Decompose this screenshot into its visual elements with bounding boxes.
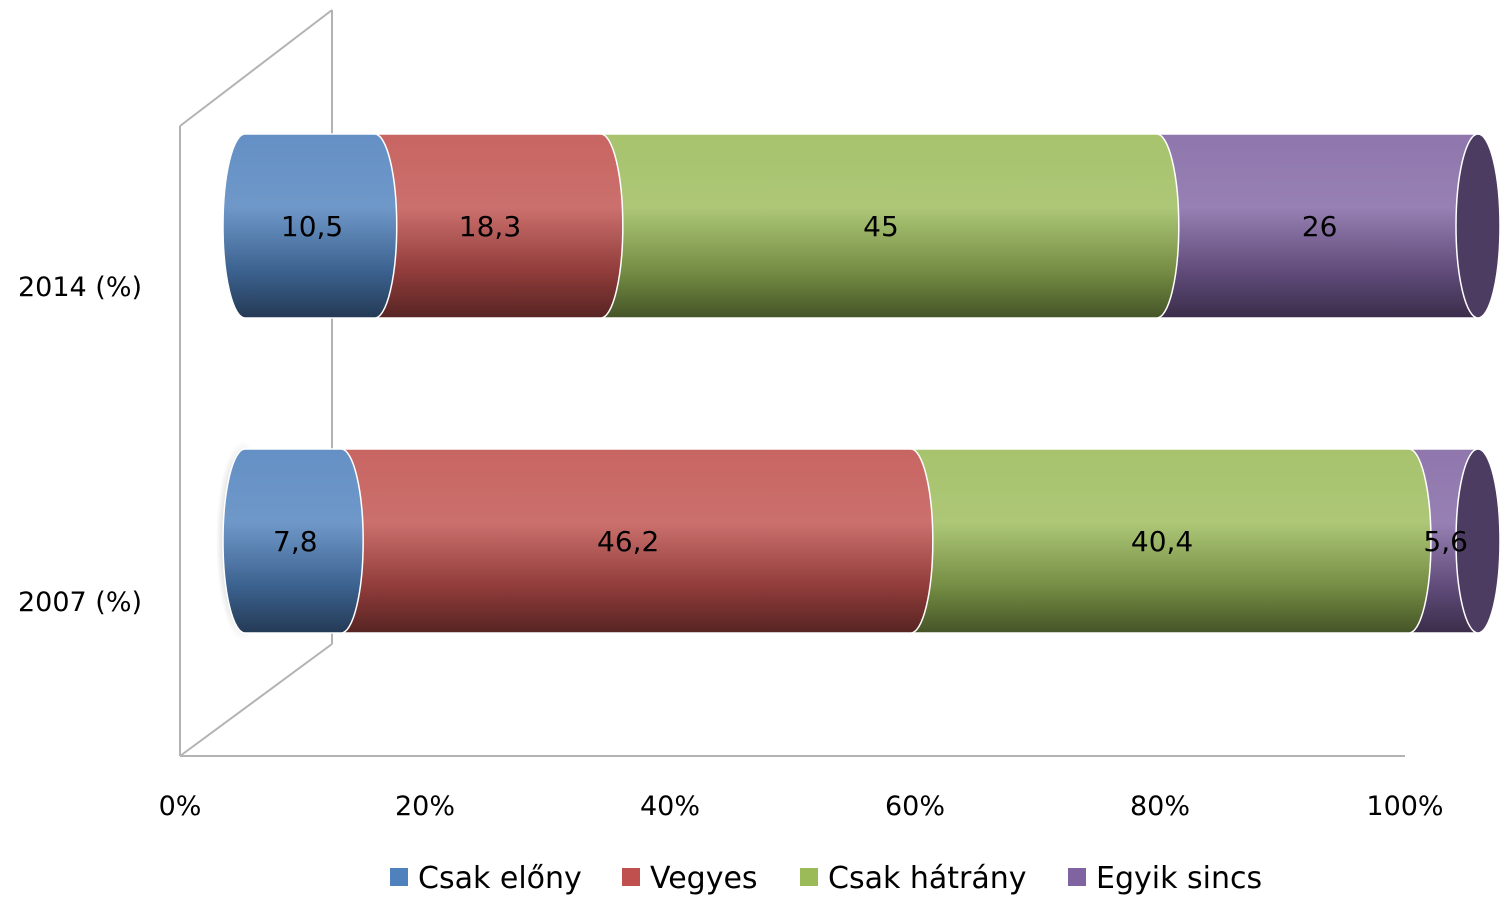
- x-tick-label: 0%: [159, 791, 202, 822]
- legend-item-label: Vegyes: [650, 861, 758, 896]
- bar-end-cap: [1455, 133, 1501, 319]
- x-tick-label: 100%: [1366, 791, 1443, 822]
- x-tick-label: 60%: [885, 791, 945, 822]
- legend-item-label: Csak hátrány: [828, 861, 1027, 896]
- data-label: 7,8: [273, 525, 318, 558]
- data-label: 45: [863, 210, 899, 243]
- x-tick-label: 20%: [395, 791, 455, 822]
- legend-item-label: Egyik sincs: [1096, 861, 1262, 896]
- data-label: 26: [1302, 210, 1338, 243]
- frame-line: [179, 9, 333, 127]
- legend-swatch: [622, 868, 640, 886]
- legend-item-label: Csak előny: [418, 861, 582, 896]
- legend: Csak előny Vegyes Csak hátrány Egyik sincs: [390, 861, 1262, 896]
- data-label: 5,6: [1423, 525, 1468, 558]
- bar-end-cap: [1455, 448, 1501, 634]
- bars-layer: [222, 133, 1501, 634]
- legend-swatch: [1068, 868, 1086, 886]
- labels-layer: 10,5 18,3 45 26 2014 (%) 7,8 46,2 40,4 5,6 2007 (…: [18, 210, 1468, 822]
- data-label: 46,2: [597, 525, 659, 558]
- frame-line: [179, 643, 333, 757]
- chart-frame: [179, 9, 1405, 757]
- legend-swatch: [390, 868, 408, 886]
- bar-segment: [222, 448, 364, 634]
- legend-swatch: [800, 868, 818, 886]
- data-label: 10,5: [281, 210, 343, 243]
- data-label: 40,4: [1131, 525, 1193, 558]
- x-tick-label: 80%: [1130, 791, 1190, 822]
- category-label: 2014 (%): [18, 272, 142, 303]
- bar-segment: [222, 133, 398, 319]
- data-label: 18,3: [459, 210, 521, 243]
- x-tick-label: 40%: [640, 791, 700, 822]
- category-label: 2007 (%): [18, 587, 142, 618]
